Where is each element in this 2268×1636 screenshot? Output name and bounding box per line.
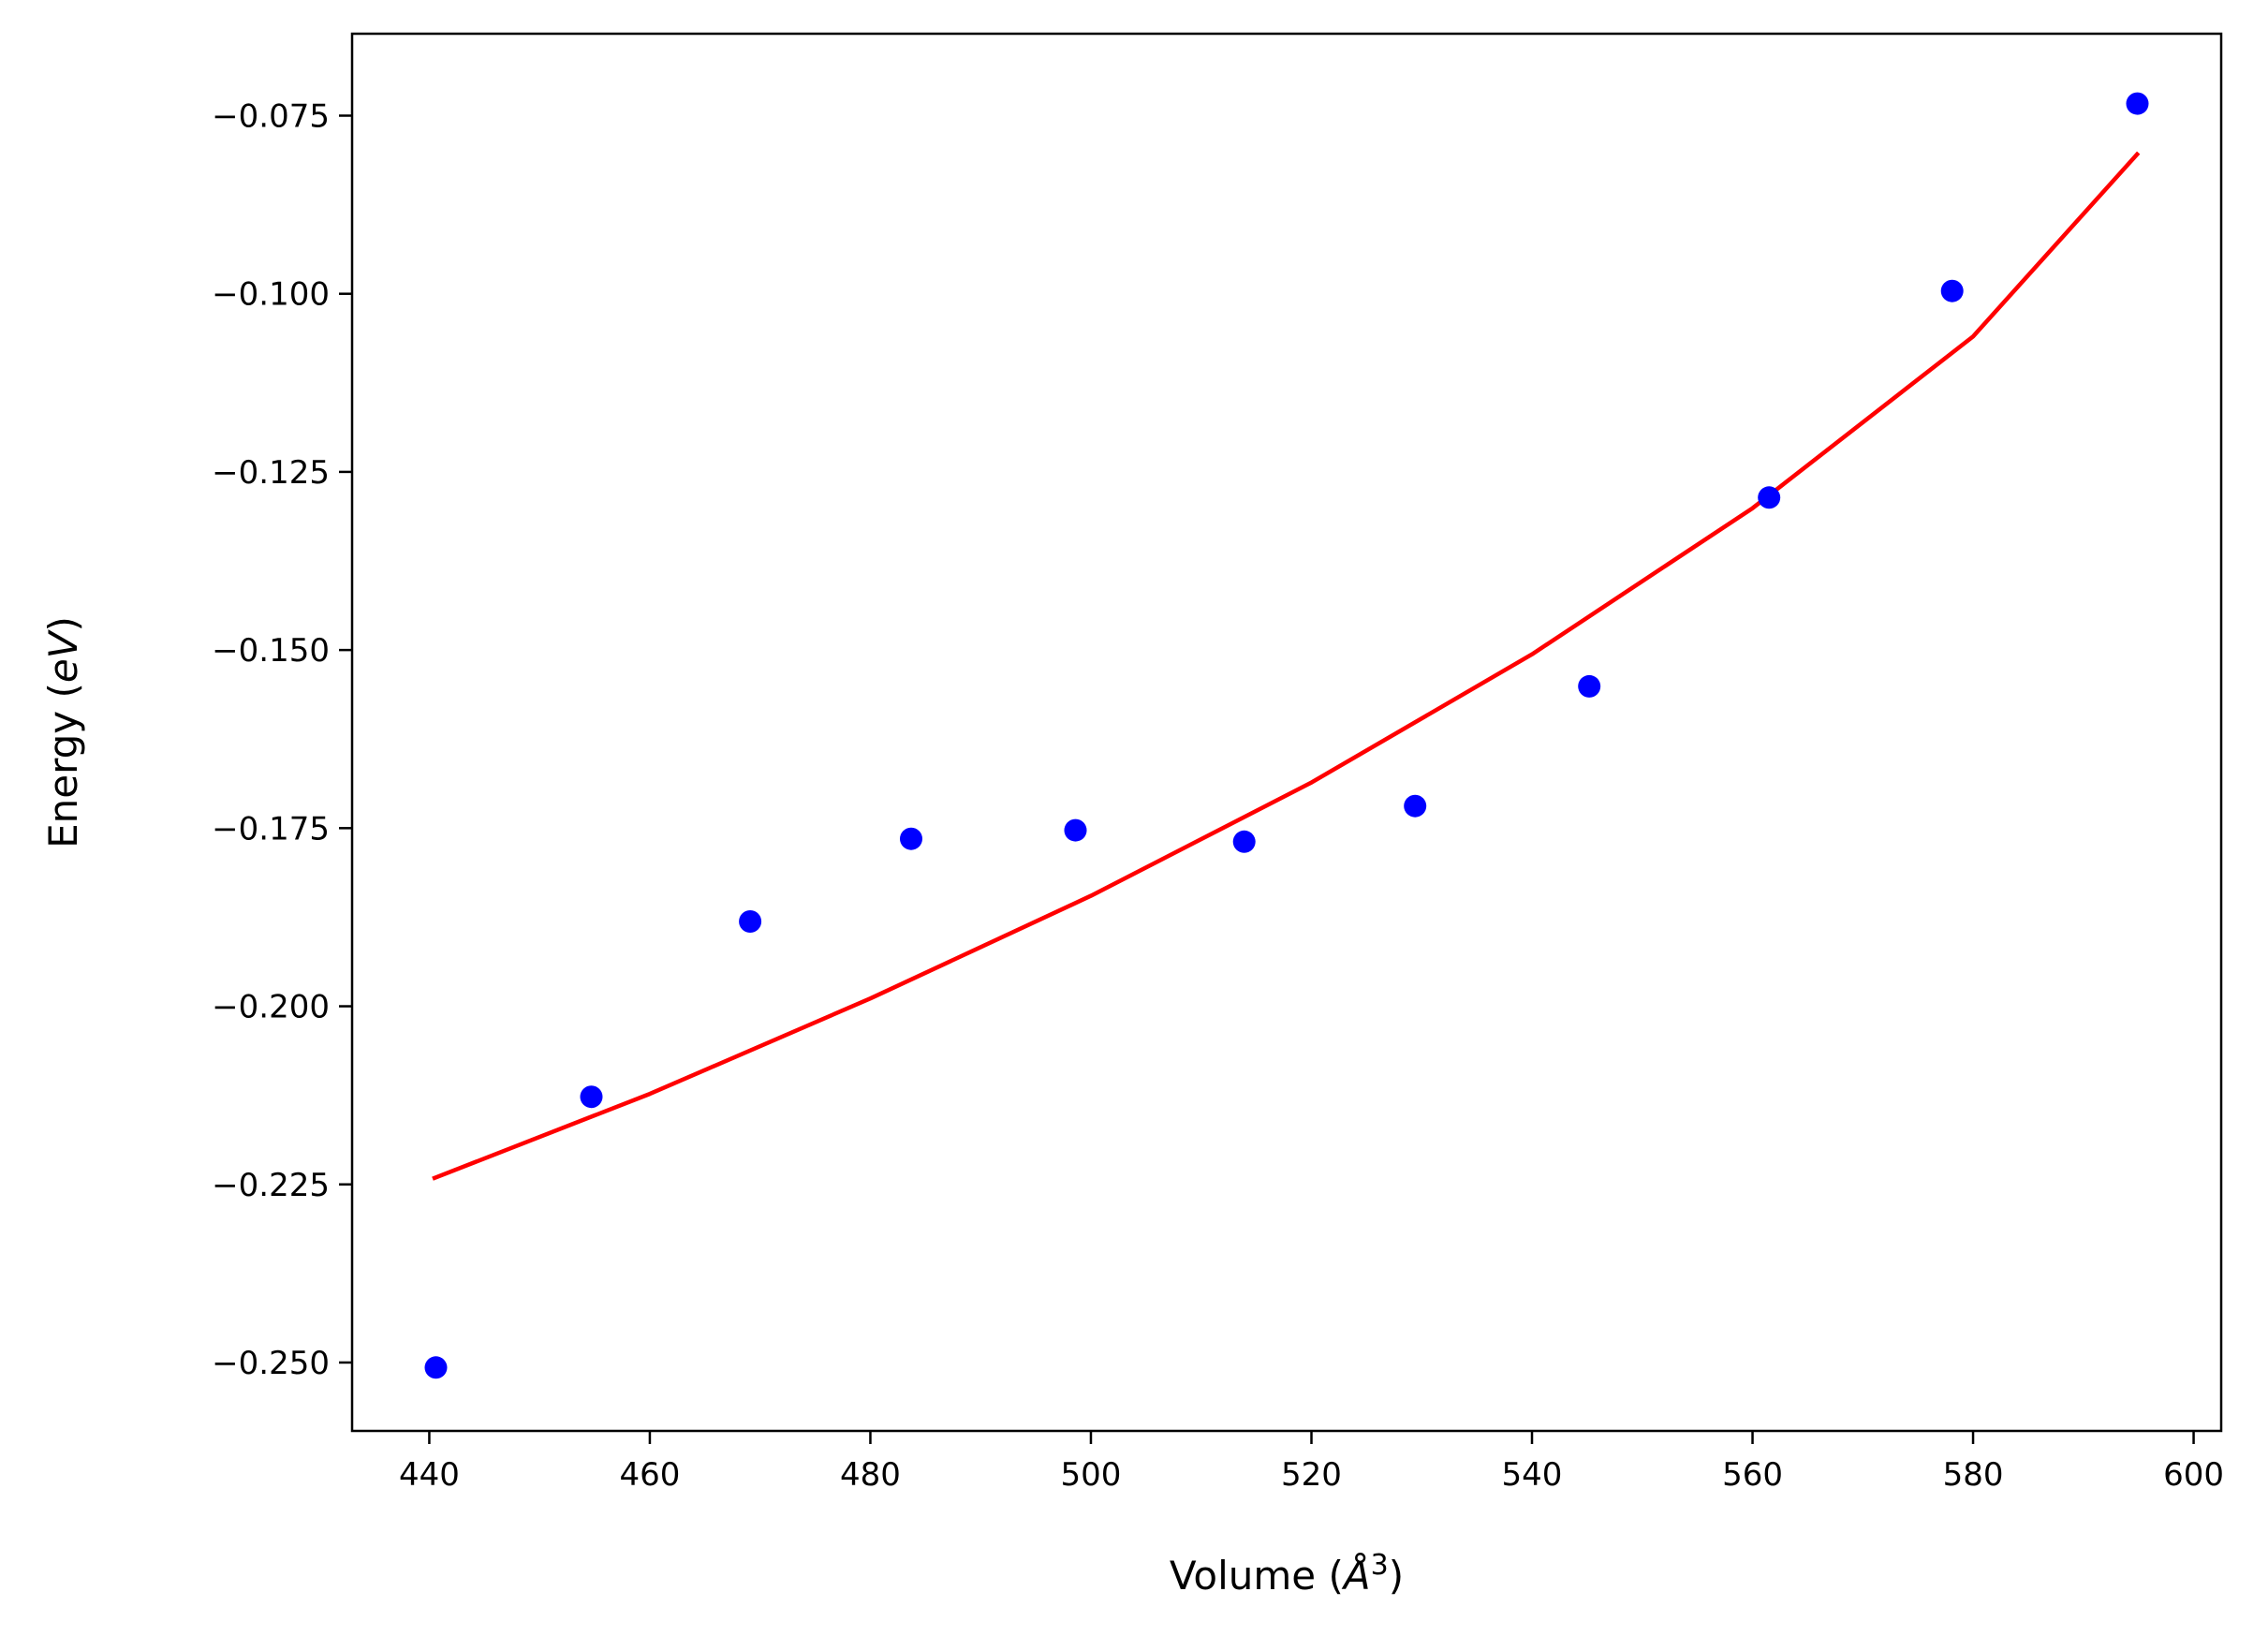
y-tick-label: −0.100: [212, 276, 330, 314]
y-tick-label: −0.200: [212, 989, 330, 1026]
x-tick-label: 480: [840, 1456, 901, 1494]
y-tick-label: −0.175: [212, 810, 330, 847]
x-tick-label: 460: [619, 1456, 680, 1494]
x-tick-label: 520: [1281, 1456, 1342, 1494]
data-point: [1940, 279, 1964, 302]
plot-area: [424, 92, 2149, 1379]
data-point: [739, 910, 762, 933]
x-axis: 440 460 480 500 520 540 560 580 600: [399, 1431, 2224, 1494]
data-point: [1578, 674, 1601, 698]
x-tick-label: 600: [2163, 1456, 2224, 1494]
x-tick-label: 500: [1061, 1456, 1122, 1494]
y-tick-label: −0.225: [212, 1167, 330, 1204]
y-tick-label: −0.150: [212, 632, 330, 670]
x-tick-label: 440: [399, 1456, 460, 1494]
data-point: [1758, 486, 1781, 509]
fit-curve-line: [432, 151, 2141, 1181]
data-point: [2126, 92, 2149, 115]
y-tick-label: −0.250: [212, 1345, 330, 1382]
x-tick-label: 540: [1502, 1456, 1563, 1494]
y-axis-label: Energy (eV): [40, 616, 86, 848]
x-tick-label: 580: [1943, 1456, 2004, 1494]
data-point: [424, 1356, 448, 1379]
y-tick-label: −0.075: [212, 97, 330, 135]
data-point: [1064, 818, 1087, 842]
data-point: [1232, 830, 1256, 853]
data-point: [900, 827, 922, 850]
plot-frame: [350, 32, 2223, 1433]
x-axis-label: Volume (Å3): [1170, 1549, 1404, 1599]
y-axis: −0.250 −0.225 −0.200 −0.175 −0.150 −0.125 −0.1…: [212, 97, 352, 1382]
y-tick-label: −0.125: [212, 454, 330, 492]
data-point: [1404, 794, 1427, 818]
x-tick-label: 560: [1722, 1456, 1783, 1494]
data-point: [580, 1085, 603, 1109]
